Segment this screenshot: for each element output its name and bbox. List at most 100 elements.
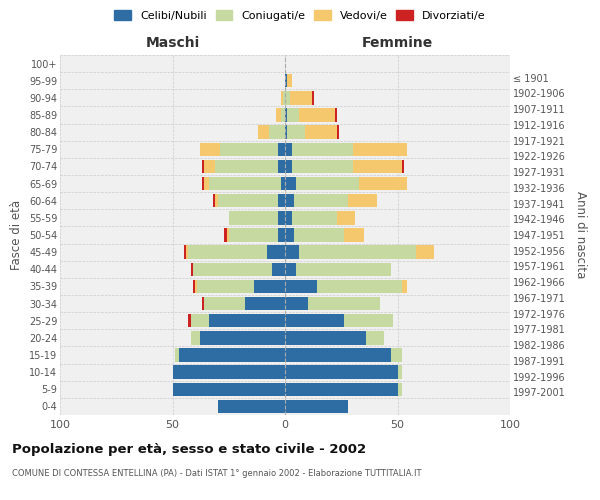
- Bar: [348, 194, 377, 207]
- Bar: [292, 211, 337, 224]
- Bar: [204, 160, 215, 173]
- Bar: [173, 366, 285, 379]
- Bar: [308, 297, 380, 310]
- Bar: [283, 91, 285, 104]
- Bar: [398, 366, 402, 379]
- Bar: [285, 74, 287, 88]
- Bar: [278, 160, 285, 173]
- Bar: [220, 142, 278, 156]
- Bar: [415, 246, 433, 259]
- Bar: [285, 297, 308, 310]
- Bar: [209, 314, 285, 328]
- Text: COMUNE DI CONTESSA ENTELLINA (PA) - Dati ISTAT 1° gennaio 2002 - Elaborazione TU: COMUNE DI CONTESSA ENTELLINA (PA) - Dati…: [12, 469, 421, 478]
- Bar: [191, 262, 193, 276]
- Legend: Celibi/Nubili, Coniugati/e, Vedovi/e, Divorziati/e: Celibi/Nubili, Coniugati/e, Vedovi/e, Di…: [110, 6, 490, 25]
- Bar: [285, 262, 296, 276]
- Bar: [285, 91, 290, 104]
- Text: Maschi: Maschi: [145, 36, 200, 50]
- Bar: [281, 108, 285, 122]
- Bar: [335, 108, 337, 122]
- Bar: [193, 280, 195, 293]
- Bar: [287, 74, 292, 88]
- Bar: [285, 160, 292, 173]
- Bar: [312, 91, 314, 104]
- Bar: [204, 297, 245, 310]
- Text: Popolazione per età, sesso e stato civile - 2002: Popolazione per età, sesso e stato civil…: [12, 442, 366, 456]
- Bar: [285, 400, 348, 413]
- Bar: [285, 228, 294, 241]
- Bar: [195, 280, 197, 293]
- Bar: [184, 246, 186, 259]
- Bar: [258, 126, 269, 139]
- Bar: [402, 160, 404, 173]
- Bar: [359, 177, 407, 190]
- Bar: [299, 246, 415, 259]
- Bar: [290, 91, 312, 104]
- Bar: [199, 331, 285, 344]
- Bar: [213, 194, 215, 207]
- Bar: [281, 91, 283, 104]
- Bar: [173, 382, 285, 396]
- Bar: [224, 228, 227, 241]
- Bar: [353, 142, 407, 156]
- Bar: [343, 314, 393, 328]
- Text: Femmine: Femmine: [362, 36, 433, 50]
- Bar: [305, 126, 337, 139]
- Bar: [197, 280, 254, 293]
- Bar: [215, 160, 278, 173]
- Bar: [285, 366, 398, 379]
- Bar: [269, 126, 285, 139]
- Bar: [245, 297, 285, 310]
- Bar: [227, 228, 229, 241]
- Bar: [191, 314, 209, 328]
- Bar: [254, 280, 285, 293]
- Bar: [218, 194, 278, 207]
- Bar: [188, 314, 191, 328]
- Bar: [229, 211, 278, 224]
- Bar: [366, 331, 384, 344]
- Bar: [285, 382, 398, 396]
- Bar: [294, 228, 343, 241]
- Bar: [278, 194, 285, 207]
- Bar: [285, 142, 292, 156]
- Bar: [285, 280, 317, 293]
- Bar: [285, 126, 287, 139]
- Bar: [296, 177, 359, 190]
- Bar: [285, 246, 299, 259]
- Bar: [317, 280, 402, 293]
- Bar: [391, 348, 402, 362]
- Bar: [202, 297, 204, 310]
- Bar: [267, 246, 285, 259]
- Bar: [218, 400, 285, 413]
- Bar: [398, 382, 402, 396]
- Bar: [215, 194, 218, 207]
- Bar: [343, 228, 364, 241]
- Bar: [188, 246, 267, 259]
- Bar: [175, 348, 179, 362]
- Bar: [285, 177, 296, 190]
- Bar: [299, 108, 335, 122]
- Bar: [281, 177, 285, 190]
- Bar: [229, 228, 278, 241]
- Bar: [287, 108, 299, 122]
- Bar: [353, 160, 402, 173]
- Bar: [202, 160, 204, 173]
- Bar: [179, 348, 285, 362]
- Bar: [285, 348, 391, 362]
- Bar: [337, 126, 339, 139]
- Y-axis label: Anni di nascita: Anni di nascita: [574, 192, 587, 278]
- Bar: [402, 280, 407, 293]
- Bar: [285, 211, 292, 224]
- Bar: [276, 108, 281, 122]
- Bar: [292, 142, 353, 156]
- Bar: [202, 177, 204, 190]
- Bar: [278, 211, 285, 224]
- Bar: [285, 314, 343, 328]
- Bar: [278, 142, 285, 156]
- Bar: [199, 142, 220, 156]
- Bar: [296, 262, 391, 276]
- Bar: [287, 126, 305, 139]
- Bar: [294, 194, 348, 207]
- Bar: [278, 228, 285, 241]
- Bar: [204, 177, 209, 190]
